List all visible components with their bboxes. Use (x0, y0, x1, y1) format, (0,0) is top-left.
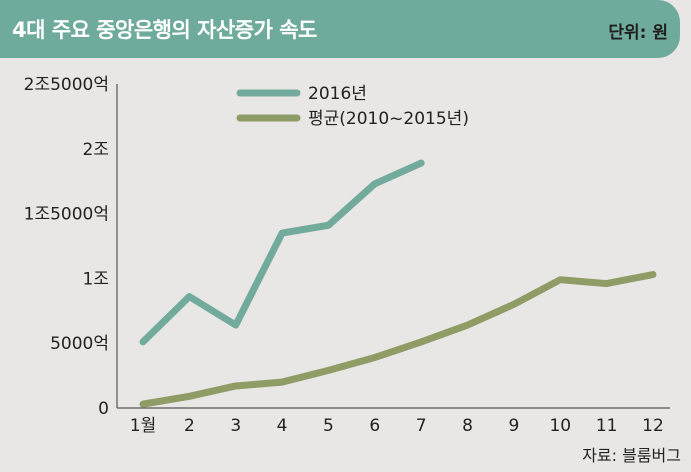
y-tick-label: 2조 (83, 140, 109, 160)
y-tick-label: 1조 (83, 269, 109, 289)
legend-label-1: 2016년 (308, 84, 367, 104)
y-tick-labels: 0 5000억 1조 1조5000억 2조 2조5000억 (24, 75, 109, 419)
legend-label-2: 평균(2010~2015년) (308, 109, 469, 129)
x-tick-label: 5 (323, 416, 334, 436)
x-tick-label: 2 (184, 416, 195, 436)
source-note: 자료: 블룸버그 (582, 446, 681, 465)
x-tick-label: 11 (596, 416, 618, 436)
x-tick-label: 4 (277, 416, 288, 436)
x-tick-label: 8 (462, 416, 473, 436)
x-tick-label: 7 (416, 416, 427, 436)
x-tick-label: 3 (230, 416, 241, 436)
x-tick-label: 6 (369, 416, 380, 436)
chart-header: 4대 주요 중앙은행의 자산증가 속도 단위: 원 (0, 0, 680, 58)
x-tick-label: 9 (508, 416, 519, 436)
series-line-1 (139, 159, 425, 346)
unit-label: 단위: 원 (608, 23, 668, 43)
y-tick-label: 1조5000억 (24, 205, 109, 225)
series-lines (139, 159, 657, 408)
y-tick-label: 5000억 (50, 334, 109, 354)
x-tick-label: 1월 (130, 416, 156, 436)
x-tick-label: 10 (549, 416, 571, 436)
y-tick-label: 0 (98, 399, 109, 419)
series-line-2 (139, 271, 657, 408)
x-tick-label: 12 (642, 416, 664, 436)
x-tick-labels: 1월 2 3 4 5 6 7 8 9 10 11 12 (130, 416, 664, 436)
y-tick-label: 2조5000억 (24, 75, 109, 95)
chart-title: 4대 주요 중앙은행의 자산증가 속도 (12, 18, 317, 42)
